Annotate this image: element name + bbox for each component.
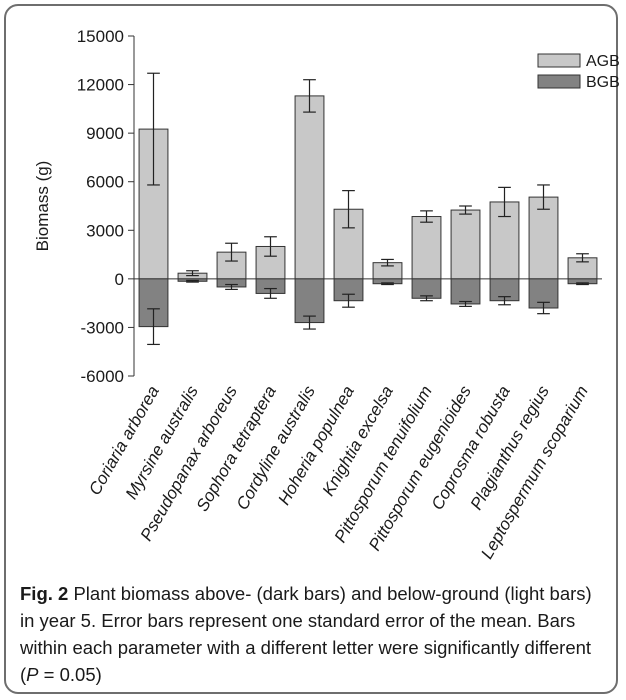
bar-agb (294, 95, 325, 280)
legend-label-bgb: BGB (586, 74, 620, 91)
bar-bgb (528, 278, 559, 309)
y-tick-label: 6000 (86, 173, 124, 192)
y-tick-label: 15000 (77, 27, 124, 46)
bar-bgb (450, 278, 481, 305)
figure-caption: Fig. 2 Plant biomass above- (dark bars) … (20, 580, 610, 688)
bar-agb (450, 209, 481, 280)
y-tick-label: 3000 (86, 221, 124, 240)
bar-agb (411, 216, 442, 280)
y-tick-label: 0 (115, 270, 124, 289)
caption-text-2: = 0.05) (38, 664, 102, 685)
caption-label: Fig. 2 (20, 583, 69, 604)
caption-p-variable: P (26, 664, 39, 685)
y-tick-label: 9000 (86, 124, 124, 143)
y-tick-label: -3000 (81, 318, 124, 337)
y-axis-label: Biomass (g) (33, 161, 52, 252)
legend-swatch-bgb (537, 74, 581, 89)
legend-label-agb: AGB (586, 53, 620, 70)
caption-text-1: Plant biomass above- (dark bars) and bel… (20, 583, 592, 685)
biomass-bar-chart: 15000 12000 9000 6000 3000 0 -3000 -6000 Biomass… (33, 27, 620, 562)
y-tick-label: 12000 (77, 76, 124, 95)
y-tick-label: -6000 (81, 367, 124, 386)
legend-swatch-agb (537, 53, 581, 68)
